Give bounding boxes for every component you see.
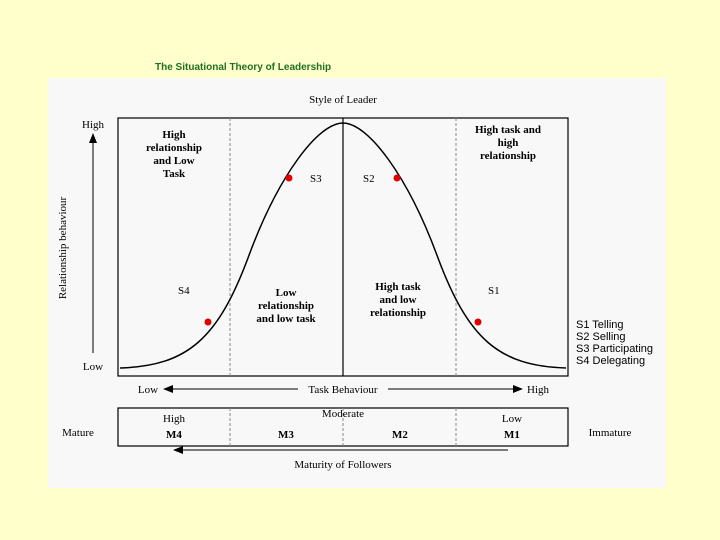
dot-s1 [475,319,482,326]
s3-label: S3 [310,173,322,185]
immature-label: Immature [589,427,632,439]
q1b-l2: and low [380,294,417,306]
page-title: The Situational Theory of Leadership [155,62,331,73]
s4-label: S4 [178,285,190,297]
q3-l2: relationship [146,142,202,154]
q3-l4: Task [163,168,186,180]
q3-l3: and Low [153,155,194,167]
legend-1: S2 Selling [576,331,626,343]
maturity-title: Maturity of Followers [294,459,391,471]
q2-l1: High task and [475,124,541,136]
m4-code: M4 [166,429,182,441]
x-label: Task Behaviour [308,384,378,396]
x-high: High [527,384,550,396]
dot-s4 [205,319,212,326]
m1-code: M1 [504,429,520,441]
mature-label: Mature [62,427,94,439]
x-low: Low [138,384,158,396]
m4-level: High [163,413,186,425]
q1b-l1: High task [375,281,421,293]
dot-s2 [394,175,401,182]
legend-3: S4 Delegating [576,355,645,367]
y-arrow-head [89,133,97,143]
s2-label: S2 [363,173,375,185]
legend-2: S3 Participating [576,343,653,355]
diagram-svg: Style of Leader High Low Relationship be… [48,78,666,488]
q4b-l2: relationship [258,300,314,312]
s1-label: S1 [488,285,500,297]
q2-l3: relationship [480,150,536,162]
m3-code: M3 [278,429,294,441]
q2-l2: high [498,137,519,149]
dot-s3 [286,175,293,182]
q4b-l1: Low [276,287,297,299]
legend-0: S1 Telling [576,319,624,331]
top-label: Style of Leader [309,94,377,106]
y-high: High [82,119,105,131]
x-arrow-r-head [513,385,523,393]
q1b-l3: relationship [370,307,426,319]
m2-code: M2 [392,429,408,441]
y-low: Low [83,361,103,373]
q4b-l3: and low task [256,313,316,325]
y-axis-label: Relationship behaviour [57,196,69,299]
x-arrow-l-head [163,385,173,393]
m-mod: Moderate [322,408,364,420]
m1-level: Low [502,413,522,425]
mat-arrow-head [173,446,183,454]
chart-container: Style of Leader High Low Relationship be… [48,78,666,488]
q3-l1: High [162,129,185,141]
